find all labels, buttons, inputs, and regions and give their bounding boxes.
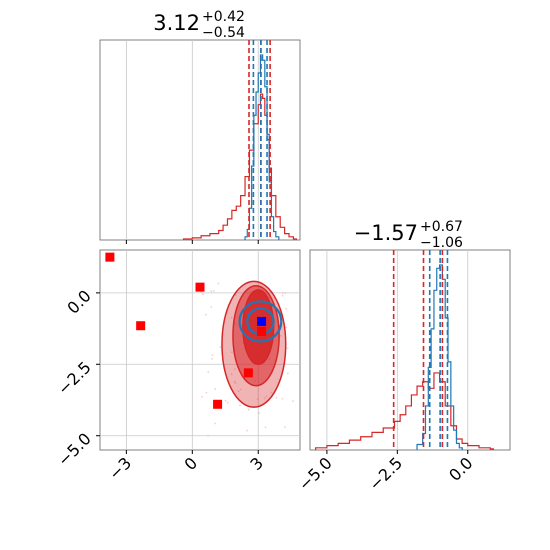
sample-point xyxy=(247,408,250,411)
sample-point xyxy=(257,398,259,401)
x-tick-label: −3 xyxy=(105,453,135,483)
histogram-series-a xyxy=(182,93,298,240)
sample-point xyxy=(212,289,215,292)
histogram-series-b xyxy=(416,264,463,450)
contour-series-b xyxy=(238,300,283,343)
sample-point xyxy=(246,429,248,432)
panel-title-main: 3.12 xyxy=(153,11,200,35)
x-tick-label: 3 xyxy=(246,453,267,474)
sample-point xyxy=(233,380,236,383)
gridlines xyxy=(326,250,469,450)
y-tick-label: 0.0 xyxy=(63,286,94,317)
sample-point xyxy=(211,354,214,356)
sample-point xyxy=(258,412,261,414)
sample-point xyxy=(233,368,236,370)
axes-frame xyxy=(309,249,511,451)
contours xyxy=(221,280,287,408)
red-square-marker xyxy=(136,321,146,331)
sample-point xyxy=(281,294,284,297)
sample-point xyxy=(239,388,242,391)
sample-point xyxy=(230,351,233,354)
sample-point xyxy=(239,404,241,407)
sample-point xyxy=(286,347,289,350)
x-tick-label: −2.5 xyxy=(365,453,406,494)
panel-title-upper: +0.42 xyxy=(202,9,245,25)
sample-point xyxy=(281,397,284,400)
sample-point xyxy=(201,395,203,398)
red-square-marker xyxy=(257,326,267,336)
sample-point xyxy=(207,370,210,373)
blue-square-marker xyxy=(257,316,267,326)
sample-point xyxy=(207,434,210,437)
red-square-marker xyxy=(213,399,223,409)
sample-point xyxy=(219,346,222,348)
scatter-panel-bottom-left: −3 0 3 0.0 −2.5 −5.0 xyxy=(54,249,301,484)
sample-point xyxy=(281,292,284,294)
x-tick-labels: −5.0 −2.5 0.0 xyxy=(295,450,477,494)
sample-point xyxy=(279,335,282,337)
sample-point xyxy=(205,313,207,316)
sample-point xyxy=(270,391,273,394)
red-square-marker xyxy=(105,252,115,262)
sample-point xyxy=(284,426,286,428)
x-tick-label: −5.0 xyxy=(295,453,336,494)
panel-title-lower: −0.54 xyxy=(202,25,245,41)
sample-point xyxy=(234,382,237,384)
y-tick-label: −5.0 xyxy=(54,429,95,470)
sample-point xyxy=(210,306,213,308)
x-tick-label: 0 xyxy=(180,453,201,474)
histogram-bars xyxy=(315,264,494,450)
sample-point xyxy=(275,396,278,399)
histogram-panel-top-left: 3.12 +0.42 −0.54 xyxy=(99,9,301,244)
panel-title-lower: −1.06 xyxy=(420,235,463,251)
sample-point xyxy=(234,294,237,297)
sample-point xyxy=(292,400,294,403)
histogram-series-b xyxy=(244,54,280,240)
sample-point xyxy=(200,291,203,294)
sample-point xyxy=(285,307,288,310)
quantile-lines xyxy=(392,250,449,450)
sample-point xyxy=(230,373,233,376)
histogram-series-a xyxy=(315,372,494,450)
quantile-lines xyxy=(248,40,271,240)
sample-point xyxy=(230,316,233,319)
y-tick-label: −2.5 xyxy=(54,358,95,399)
red-square-marker xyxy=(243,368,253,378)
sample-point xyxy=(205,391,208,394)
panel-title-main: −1.57 xyxy=(354,221,418,245)
sample-point xyxy=(210,290,213,293)
sample-point xyxy=(265,395,268,398)
sample-point xyxy=(226,401,229,404)
sample-point xyxy=(237,390,240,393)
sample-point xyxy=(286,372,289,375)
panel-title-upper: +0.67 xyxy=(420,219,463,235)
sample-point xyxy=(202,293,204,296)
sample-point xyxy=(224,399,227,402)
histogram-panel-bottom-right: −5.0 −2.5 0.0 −1.57 +0.67 −1.06 xyxy=(295,219,511,494)
sample-point xyxy=(211,357,213,360)
sample-point xyxy=(284,292,287,294)
sample-point xyxy=(285,326,288,329)
sample-point xyxy=(263,397,266,400)
x-tick-labels: −3 0 3 xyxy=(105,450,267,484)
histogram-bars xyxy=(182,54,298,240)
y-tick-labels: 0.0 −2.5 −5.0 xyxy=(54,286,100,470)
sample-point xyxy=(264,426,267,429)
x-tick-label: 0.0 xyxy=(445,453,476,484)
reference-markers xyxy=(105,252,267,409)
sample-point xyxy=(214,422,217,425)
sample-point xyxy=(214,388,217,390)
sample-point xyxy=(217,282,220,285)
red-square-marker xyxy=(195,282,205,292)
